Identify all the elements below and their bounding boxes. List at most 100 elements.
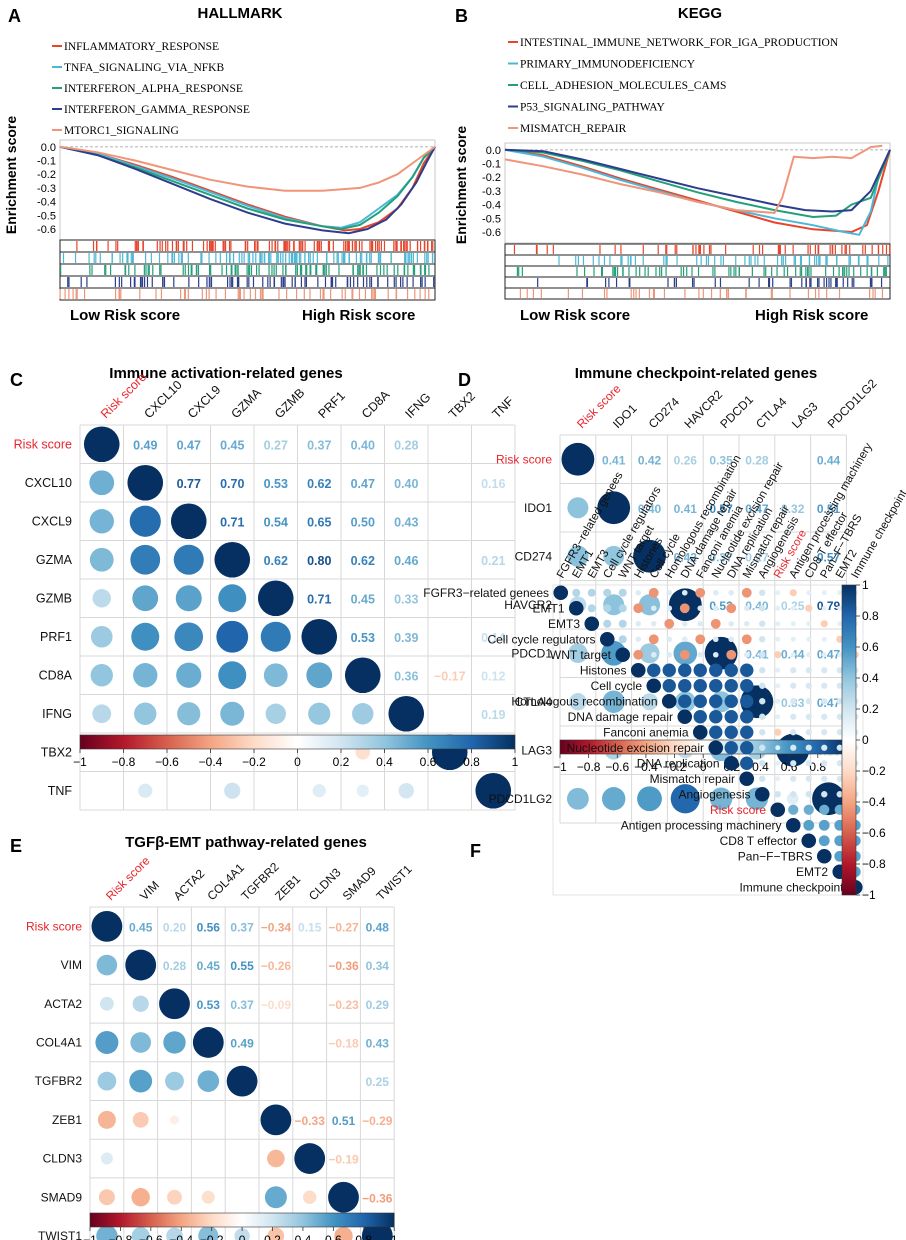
corr-circle <box>216 620 249 653</box>
corr-circle <box>218 584 247 613</box>
corr-circle <box>662 679 676 693</box>
corr-circle <box>743 620 750 627</box>
row-label: TGFBR2 <box>35 1074 83 1088</box>
corr-circle <box>678 694 692 708</box>
column-label: SMAD9 <box>340 864 379 903</box>
corr-circle <box>224 782 241 799</box>
panel-title: HALLMARK <box>198 5 283 22</box>
corr-circle <box>89 509 114 534</box>
corr-circle <box>724 679 738 693</box>
corr-circle <box>218 661 247 690</box>
x-label-low: Low Risk score <box>70 307 180 324</box>
corr-value: 0.46 <box>394 554 418 568</box>
corr-circle <box>226 1065 258 1097</box>
corr-circle <box>615 647 631 663</box>
row-label: Nucleotide excision repair <box>567 741 704 755</box>
column-label: GZMA <box>228 385 264 421</box>
corr-circle <box>89 470 115 496</box>
corr-circle <box>603 545 625 567</box>
legend-label: CELL_ADHESION_MOLECULES_CAMS <box>520 80 726 92</box>
corr-circle <box>821 775 828 782</box>
corr-value: 0.80 <box>307 554 331 568</box>
corr-value: −0.26 <box>261 959 292 973</box>
corr-circle <box>805 760 812 767</box>
corr-circle <box>743 605 750 612</box>
corr-circle <box>821 605 827 611</box>
corr-circle <box>234 1228 250 1240</box>
corr-circle <box>837 590 843 596</box>
colorbar-tick-label: −0.8 <box>109 1233 133 1240</box>
corr-circle <box>693 663 707 677</box>
row-label: HAVCR2 <box>504 598 552 612</box>
column-label: CLDN3 <box>306 865 344 903</box>
corr-circle <box>806 590 812 596</box>
corr-circle <box>708 740 724 756</box>
corr-value: 0.37 <box>709 550 733 564</box>
row-label: Mismatch repair <box>650 772 735 786</box>
corr-circle <box>670 784 700 814</box>
row-label: IDO1 <box>524 501 552 515</box>
corr-circle <box>132 1111 149 1128</box>
corr-circle <box>679 649 690 660</box>
corr-circle <box>740 685 774 719</box>
column-label: ZEB1 <box>272 872 303 903</box>
corr-circle <box>650 605 657 612</box>
corr-circle <box>805 791 812 798</box>
colorbar-tick-label: 0.8 <box>463 755 480 769</box>
row-label: DNA damage repair <box>568 710 673 724</box>
corr-circle <box>641 693 658 711</box>
corr-value: 0.37 <box>230 920 254 934</box>
row-label: TWIST1 <box>38 1229 82 1240</box>
corr-value: 0.36 <box>394 669 418 683</box>
corr-circle <box>648 587 659 598</box>
corr-value: 0.41 <box>674 502 698 516</box>
colorbar-tick-label: −0.6 <box>862 826 886 840</box>
corr-circle <box>214 541 251 578</box>
corr-circle <box>303 1190 317 1204</box>
corr-value: 0.19 <box>481 708 505 722</box>
corr-value: 0.49 <box>230 1036 254 1050</box>
corr-value: 0.39 <box>394 631 418 645</box>
legend-label: INFLAMMATORY_RESPONSE <box>64 41 219 53</box>
column-label: TNF <box>489 394 516 421</box>
corr-circle <box>709 787 733 810</box>
corr-circle <box>723 755 739 771</box>
corr-value: 0.32 <box>781 502 805 516</box>
column-label: VIM <box>137 878 162 903</box>
corr-value: −0.09 <box>261 998 292 1012</box>
corr-circle <box>618 604 627 613</box>
corr-circle <box>724 710 738 724</box>
rug-row <box>59 287 436 301</box>
colorbar-tick-label: −0.4 <box>862 795 886 809</box>
corr-circle <box>650 651 657 658</box>
column-label: CD274 <box>646 395 683 432</box>
corr-circle <box>805 604 813 612</box>
corr-circle <box>163 1031 186 1054</box>
row-label: GZMA <box>36 553 73 567</box>
corr-circle <box>83 426 120 463</box>
corr-circle <box>836 744 843 751</box>
corr-circle <box>166 1227 183 1240</box>
column-label: Immune checkpoint <box>849 487 906 580</box>
corr-value: 0.28 <box>394 438 418 452</box>
colorbar <box>841 584 857 896</box>
column-label: HAVCR2 <box>682 387 726 431</box>
corr-circle <box>635 636 642 643</box>
corr-circle <box>602 787 626 811</box>
corr-value: −0.36 <box>328 959 359 973</box>
corr-circle <box>666 651 673 658</box>
corr-circle <box>100 996 114 1011</box>
corr-value: 0.53 <box>264 477 288 491</box>
corr-circle <box>759 682 766 689</box>
column-label: CXCL10 <box>141 378 184 421</box>
corr-value: 0.37 <box>230 998 254 1012</box>
corr-circle <box>774 651 782 659</box>
corr-value: 0.42 <box>638 453 662 467</box>
corr-circle <box>712 651 719 658</box>
corr-value: 0.15 <box>298 920 322 934</box>
corr-circle <box>260 1104 292 1136</box>
corr-value: 0.62 <box>351 554 375 568</box>
y-tick-label: -0.6 <box>37 224 56 236</box>
y-tick-label: -0.6 <box>482 227 501 239</box>
